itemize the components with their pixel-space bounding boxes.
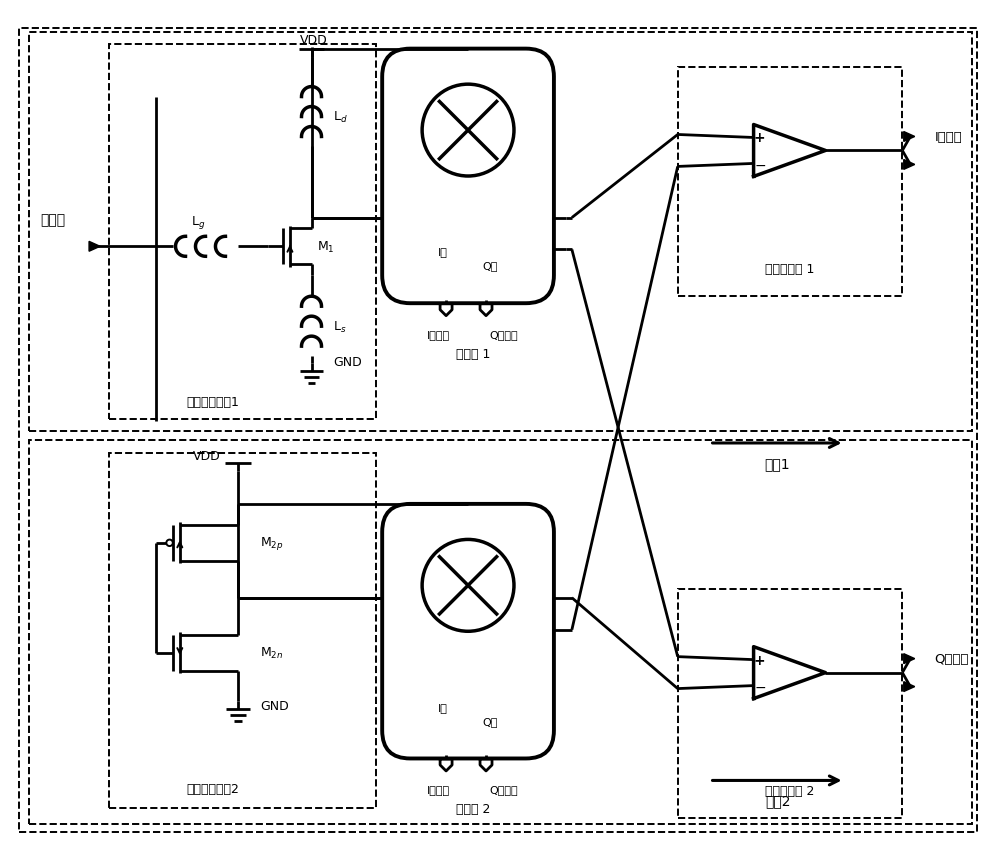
Text: GND: GND bbox=[333, 356, 362, 369]
Text: 输入端: 输入端 bbox=[40, 213, 65, 227]
Text: I路: I路 bbox=[438, 247, 448, 257]
Bar bbox=[678, 67, 902, 297]
Text: VDD: VDD bbox=[300, 34, 327, 47]
Text: I路本振: I路本振 bbox=[427, 330, 450, 340]
Text: Q路: Q路 bbox=[482, 261, 498, 271]
Text: 支路2: 支路2 bbox=[765, 794, 790, 808]
Text: 跨阻放大器 1: 跨阻放大器 1 bbox=[765, 263, 815, 276]
Text: L$_g$: L$_g$ bbox=[191, 214, 206, 231]
Bar bbox=[678, 589, 902, 819]
Polygon shape bbox=[904, 133, 915, 142]
Text: I路: I路 bbox=[438, 702, 448, 712]
Bar bbox=[29, 441, 972, 824]
Text: Q路输出: Q路输出 bbox=[934, 653, 969, 666]
Text: L$_s$: L$_s$ bbox=[333, 319, 347, 334]
Text: Q路本振: Q路本振 bbox=[490, 784, 518, 795]
Text: 低噪声放大器2: 低噪声放大器2 bbox=[186, 782, 239, 795]
Text: M$_1$: M$_1$ bbox=[317, 239, 335, 255]
Text: Q路: Q路 bbox=[482, 715, 498, 726]
Text: M$_{2p}$: M$_{2p}$ bbox=[260, 535, 284, 552]
Text: $-$: $-$ bbox=[754, 678, 766, 693]
Polygon shape bbox=[904, 160, 915, 170]
Text: VDD: VDD bbox=[193, 450, 220, 463]
Text: I路输出: I路输出 bbox=[934, 131, 962, 144]
Text: 低噪声放大器1: 低噪声放大器1 bbox=[186, 395, 239, 408]
Text: +: + bbox=[754, 132, 765, 146]
Polygon shape bbox=[89, 242, 100, 252]
Text: M$_{2n}$: M$_{2n}$ bbox=[260, 646, 284, 660]
Bar bbox=[109, 45, 376, 419]
Polygon shape bbox=[904, 682, 915, 691]
Text: +: + bbox=[754, 653, 765, 667]
Text: L$_d$: L$_d$ bbox=[333, 110, 348, 125]
Text: Q路本振: Q路本振 bbox=[490, 330, 518, 340]
Text: 跨阻放大器 2: 跨阻放大器 2 bbox=[765, 784, 815, 797]
Text: GND: GND bbox=[260, 699, 289, 712]
Text: 混频器 2: 混频器 2 bbox=[456, 802, 490, 815]
Text: I路本振: I路本振 bbox=[427, 784, 450, 795]
Bar bbox=[109, 454, 376, 808]
Text: 支路1: 支路1 bbox=[765, 456, 790, 470]
Text: 混频器 1: 混频器 1 bbox=[456, 347, 490, 360]
Text: $-$: $-$ bbox=[754, 158, 766, 171]
Bar bbox=[29, 33, 972, 431]
Polygon shape bbox=[904, 654, 915, 664]
